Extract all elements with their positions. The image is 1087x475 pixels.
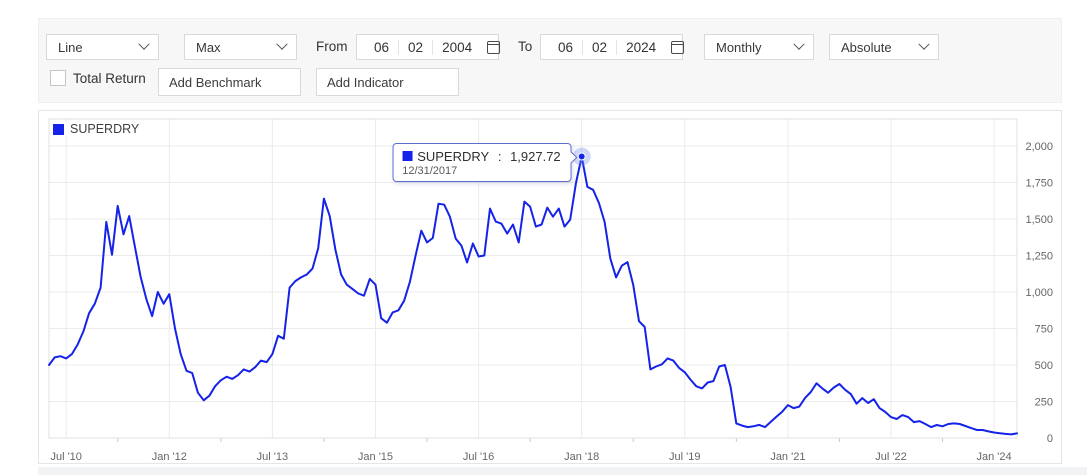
y-axis-tick-label: 1,500 <box>1025 214 1053 226</box>
y-axis-tick-label: 1,250 <box>1025 251 1053 263</box>
legend-item-superdry[interactable]: SUPERDRY <box>53 122 146 136</box>
to-label: To <box>518 39 533 54</box>
chart-card: SUPERDRY 0 250 500 750 1,000 1,250 1,500 1,750 2… <box>38 110 1062 464</box>
calendar-icon <box>671 40 685 54</box>
from-label: From <box>316 39 348 54</box>
tooltip-series-name: SUPERDRY <box>417 148 490 164</box>
mode-select[interactable]: Absolute <box>829 34 939 60</box>
price-chart-plot[interactable]: 0 250 500 750 1,000 1,250 1,500 1,750 2,000 Jul '… <box>39 111 1061 463</box>
tooltip-separator: : <box>494 148 506 164</box>
x-axis-tick-label: Jul '16 <box>463 451 494 463</box>
chevron-down-icon <box>793 38 805 50</box>
page-bottom-strip <box>38 467 1087 475</box>
x-axis-tick-label: Jan '18 <box>564 451 599 463</box>
date-from-year[interactable]: 2004 <box>432 39 481 55</box>
date-to-input[interactable]: 06 02 2024 <box>540 34 685 60</box>
date-to-day[interactable]: 02 <box>582 39 616 55</box>
toolbar-panel: Line Max From 06 02 2004 To 06 02 2024 <box>38 18 1062 103</box>
marker-dot <box>577 152 586 161</box>
y-axis-tick-label: 500 <box>1035 360 1053 372</box>
tooltip-value: 1,927.72 <box>510 148 561 164</box>
x-axis-tick-label: Jul '22 <box>875 451 906 463</box>
chevron-down-icon <box>276 38 288 50</box>
chevron-down-icon <box>918 38 930 50</box>
range-select[interactable]: Max <box>184 34 297 60</box>
x-axis-tick-label: Jan '12 <box>152 451 187 463</box>
date-to-year[interactable]: 2024 <box>616 39 665 55</box>
y-axis-tick-label: 1,750 <box>1025 178 1053 190</box>
x-axis-tick-label: Jul '10 <box>50 451 81 463</box>
x-axis-tick-label: Jan '21 <box>770 451 805 463</box>
date-to-month[interactable]: 06 <box>558 39 574 55</box>
y-axis-tick-label: 1,000 <box>1025 287 1053 299</box>
frequency-value: Monthly <box>716 39 762 55</box>
price-line-superdry <box>48 155 1018 436</box>
date-from-calendar-button[interactable] <box>481 40 501 54</box>
y-axis-tick-label: 0 <box>1047 433 1053 445</box>
range-value: Max <box>196 39 221 55</box>
chart-tooltip: SUPERDRY : 1,927.72 12/31/2017 <box>392 142 572 182</box>
y-axis-tick-label: 750 <box>1035 324 1053 336</box>
legend-color-swatch-icon <box>53 123 64 135</box>
x-axis-tick-label: Jan '15 <box>358 451 393 463</box>
add-benchmark-input[interactable] <box>158 68 301 96</box>
x-axis-tick-label: Jul '19 <box>669 451 700 463</box>
date-from-input[interactable]: 06 02 2004 <box>356 34 501 60</box>
x-axis-tick-label: Jul '13 <box>257 451 288 463</box>
x-axis-tick-label: Jan '24 <box>977 451 1012 463</box>
chart-type-select[interactable]: Line <box>46 34 159 60</box>
legend-label: SUPERDRY <box>70 122 140 136</box>
date-from-day[interactable]: 02 <box>398 39 432 55</box>
plot-border <box>48 118 1018 439</box>
mode-value: Absolute <box>841 39 892 55</box>
date-from-month[interactable]: 06 <box>374 39 390 55</box>
calendar-icon <box>487 40 501 54</box>
y-axis-tick-label: 250 <box>1035 397 1053 409</box>
date-to-calendar-button[interactable] <box>665 40 685 54</box>
chart-type-value: Line <box>58 39 83 55</box>
frequency-select[interactable]: Monthly <box>704 34 814 60</box>
y-axis-tick-label: 2,000 <box>1025 141 1053 153</box>
tooltip-series-swatch-icon <box>402 151 413 162</box>
chevron-down-icon <box>138 38 150 50</box>
tooltip-date: 12/31/2017 <box>402 164 458 177</box>
total-return-checkbox[interactable] <box>50 70 66 86</box>
add-indicator-input[interactable] <box>316 68 459 96</box>
total-return-label: Total Return <box>73 71 146 86</box>
